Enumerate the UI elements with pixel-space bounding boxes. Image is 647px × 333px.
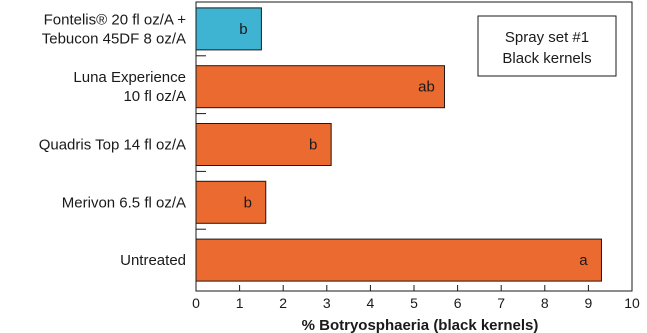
category-label-4-0: Untreated bbox=[120, 252, 186, 269]
x-tick-label-6: 6 bbox=[454, 295, 462, 311]
bar-label-4: a bbox=[579, 252, 588, 269]
x-tick-label-4: 4 bbox=[367, 295, 375, 311]
plot-frame bbox=[195, 1, 633, 292]
legend-line-2: Black kernels bbox=[502, 50, 591, 67]
x-tick-label-3: 3 bbox=[323, 295, 331, 311]
category-label-0-0: Fontelis® 20 fl oz/A + bbox=[44, 11, 187, 28]
legend-frame bbox=[477, 15, 617, 77]
legend-line-1: Spray set #1 bbox=[505, 29, 589, 46]
category-label-1-0: Luna Experience bbox=[73, 69, 186, 86]
x-tick-label-5: 5 bbox=[410, 295, 418, 311]
x-tick-label-9: 9 bbox=[585, 295, 593, 311]
x-axis: 0 1 2 3 4 5 6 7 8 9 10 bbox=[192, 285, 640, 311]
bar-0 bbox=[195, 7, 262, 51]
category-label-1-1: 10 fl oz/A bbox=[123, 88, 186, 105]
x-tick-label-7: 7 bbox=[497, 295, 505, 311]
bar-4 bbox=[195, 238, 602, 282]
x-tick-label-8: 8 bbox=[541, 295, 549, 311]
bar-1 bbox=[195, 65, 446, 109]
x-axis-title: % Botryosphaeria (black kernels) bbox=[302, 317, 539, 333]
x-tick-label-1: 1 bbox=[236, 295, 244, 311]
legend-box: Spray set #1 Black kernels bbox=[477, 15, 617, 77]
bar-label-1: ab bbox=[418, 79, 435, 96]
category-label-3-0: Merivon 6.5 fl oz/A bbox=[62, 194, 186, 211]
x-tick-label-0: 0 bbox=[192, 295, 200, 311]
bar-label-3: b bbox=[244, 194, 252, 211]
x-tick-label-2: 2 bbox=[279, 295, 287, 311]
category-labels: Fontelis® 20 fl oz/A + Tebucon 45DF 8 oz/… bbox=[39, 11, 206, 269]
category-label-0-1: Tebucon 45DF 8 oz/A bbox=[42, 30, 186, 47]
bar-label-0: b bbox=[239, 21, 247, 38]
x-tick-label-10: 10 bbox=[624, 295, 640, 311]
bar-3 bbox=[195, 180, 267, 224]
bars-layer: b ab b b a bbox=[195, 7, 602, 282]
bar-label-2: b bbox=[309, 137, 317, 154]
category-label-2-0: Quadris Top 14 fl oz/A bbox=[39, 137, 186, 154]
